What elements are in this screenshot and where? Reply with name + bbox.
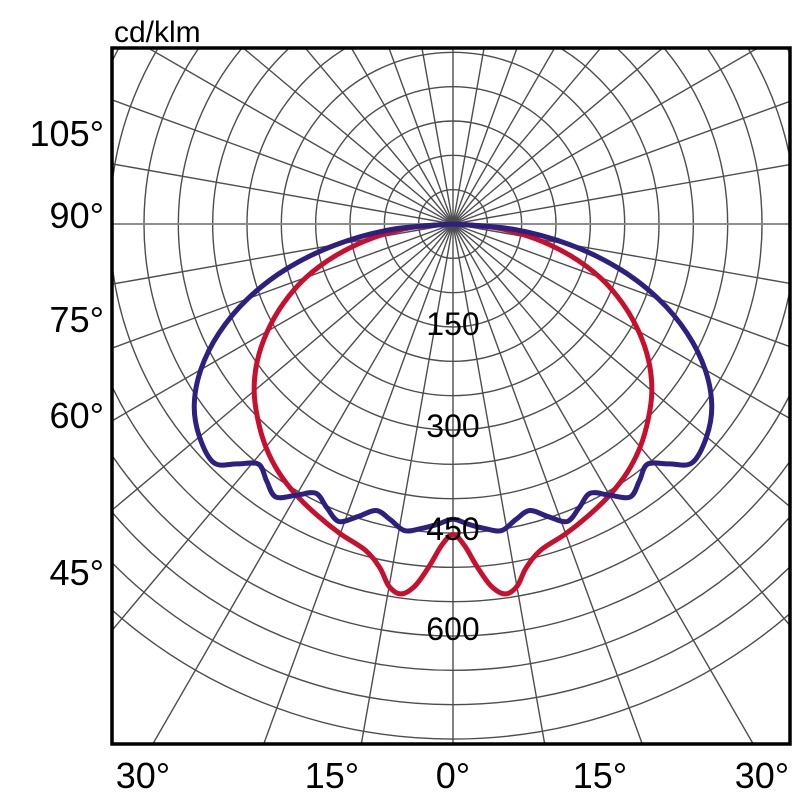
grid-spoke-250	[113, 99, 454, 225]
bottom-angle-label-2: 0°	[436, 755, 470, 796]
grid-ring-600	[113, 456, 789, 637]
curve-c0-c180	[251, 221, 655, 597]
grid-spoke-150	[452, 49, 555, 225]
grid-spoke-60	[452, 223, 789, 419]
grid-spoke-330	[152, 223, 454, 743]
grid-spoke-100	[452, 164, 789, 225]
grid-spoke-260	[113, 163, 454, 225]
grid-spoke-160	[452, 49, 518, 225]
grid-spoke-10	[452, 223, 546, 743]
grid-spoke-200	[388, 49, 454, 225]
grid-spoke-190	[421, 49, 454, 225]
grid-spoke-220	[305, 49, 454, 225]
grid-spoke-20	[452, 223, 643, 743]
left-angle-label-90: 90°	[50, 195, 104, 236]
left-angle-label-60: 60°	[50, 395, 104, 436]
grid-spoke-300	[113, 223, 454, 421]
grid-spoke-340	[263, 223, 454, 743]
grid-spoke-350	[360, 223, 454, 743]
grid-spoke-170	[452, 49, 485, 225]
grid-spoke-140	[452, 49, 601, 225]
grid-spoke-230	[243, 49, 454, 225]
curve-c90-c270	[191, 221, 715, 534]
plot-frame	[110, 46, 792, 746]
grid-spoke-210	[351, 49, 454, 225]
grid-spoke-110	[452, 101, 789, 225]
radial-tick-label-450: 450	[426, 511, 479, 547]
bottom-angle-label-0: 30°	[116, 755, 170, 796]
unit-label: cd/klm	[114, 16, 201, 49]
grid-ring-700	[113, 563, 789, 706]
radial-tick-label-600: 600	[426, 611, 479, 647]
radial-tick-label-300: 300	[426, 408, 479, 444]
grid-spoke-50	[452, 223, 789, 507]
left-angle-label-45: 45°	[50, 552, 104, 593]
bottom-angle-label-3: 15°	[573, 755, 627, 796]
label-layer: cd/klm 150 300 450 600 105° 90° 75° 60° 45° 30° 15°…	[30, 16, 790, 796]
left-angle-label-105: 105°	[30, 113, 104, 154]
plot-frame-group	[110, 46, 792, 746]
grid-spoke-290	[113, 223, 454, 349]
curve-layer	[191, 221, 715, 597]
grid-spoke-120	[452, 49, 757, 225]
bottom-angle-label-4: 30°	[735, 755, 789, 796]
grid-spoke-240	[149, 49, 454, 225]
grid-spoke-310	[113, 223, 454, 510]
grid-spoke-320	[113, 223, 454, 630]
grid-spoke-70	[452, 223, 789, 347]
grid-ring-650	[113, 512, 789, 671]
radial-tick-label-150: 150	[426, 306, 479, 342]
grid-spoke-80	[452, 223, 789, 284]
grid-spoke-130	[452, 49, 663, 225]
grid-spoke-30	[452, 223, 754, 743]
bottom-angle-label-1: 15°	[305, 755, 359, 796]
grid-spoke-40	[452, 223, 789, 625]
left-angle-label-75: 75°	[50, 299, 104, 340]
